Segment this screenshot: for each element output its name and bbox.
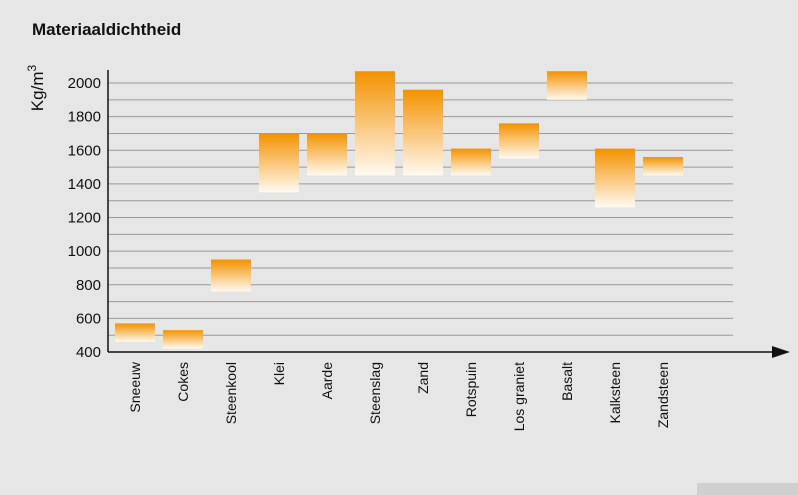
x-category-label: Rotspuin (463, 362, 479, 417)
x-category-label: Steenslag (367, 362, 383, 424)
y-tick-label: 1400 (68, 176, 101, 193)
bar-kalksteen (595, 148, 635, 208)
bar-cokes (163, 330, 203, 349)
y-tick-label: 1800 (68, 109, 101, 126)
x-category-label: Los graniet (511, 362, 527, 431)
x-axis-arrow-icon (772, 346, 790, 358)
bar-steenkool (211, 259, 251, 292)
y-axis-label: Kg/m3 (25, 65, 47, 112)
y-axis-label-exponent: 3 (25, 65, 39, 72)
x-category-labels: Sneeuw Cokes Steenkool Klei Aarde Steenslag Za… (127, 361, 671, 431)
x-category-label: Steenkool (223, 362, 239, 424)
x-category-label: Klei (271, 362, 287, 385)
axes (107, 70, 790, 358)
x-category-label: Sneeuw (127, 361, 143, 412)
bar-aarde (307, 133, 347, 176)
bar-los-graniet (499, 123, 539, 159)
bar-basalt (547, 71, 587, 100)
y-tick-labels: 400 600 800 1000 1200 1400 1600 1800 2000 (68, 75, 101, 361)
y-tick-label: 600 (76, 310, 101, 327)
bar-zand (403, 89, 443, 176)
y-tick-label: 2000 (68, 75, 101, 92)
y-tick-label: 1000 (68, 243, 101, 260)
bar-steenslag (355, 71, 395, 176)
chart-title: Materiaaldichtheid (32, 20, 182, 39)
x-category-label: Zandsteen (655, 362, 671, 428)
x-category-label: Zand (415, 362, 431, 394)
bar-sneeuw (115, 323, 155, 342)
x-category-label: Basalt (559, 362, 575, 401)
corner-block (697, 483, 798, 495)
bar-klei (259, 133, 299, 193)
x-category-label: Kalksteen (607, 362, 623, 423)
bars (115, 71, 683, 349)
x-category-label: Aarde (319, 362, 335, 400)
y-axis-label-unit: Kg/m (28, 72, 47, 112)
y-tick-label: 1600 (68, 142, 101, 159)
y-tick-label: 800 (76, 277, 101, 294)
x-category-label: Cokes (175, 362, 191, 402)
bar-zandsteen (643, 156, 683, 176)
y-tick-label: 400 (76, 344, 101, 361)
bar-rotspuin (451, 148, 491, 176)
y-tick-label: 1200 (68, 210, 101, 227)
